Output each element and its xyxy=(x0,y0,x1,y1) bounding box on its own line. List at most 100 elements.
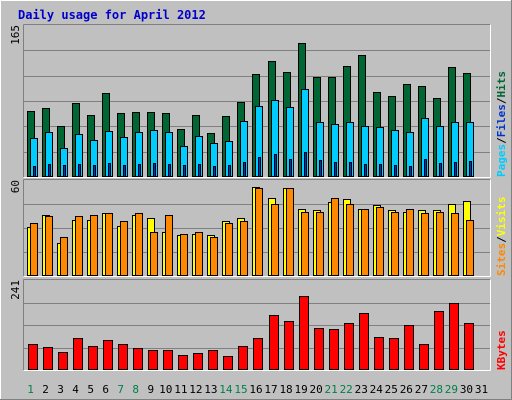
panel-legend: Sites/Visits xyxy=(495,197,508,277)
bar-pages-day-30 xyxy=(469,161,472,177)
panel-legend: Pages/Files/Hits xyxy=(495,71,508,177)
x-tick-label-day-18: 18 xyxy=(279,383,292,396)
panel-legend: KBytes xyxy=(495,330,508,370)
bar-sites-day-20 xyxy=(316,212,324,276)
bar-kbytes-day-5 xyxy=(88,346,98,370)
bar-kbytes-day-12 xyxy=(193,353,203,370)
x-tick-label-day-4: 4 xyxy=(72,383,79,396)
series-sites xyxy=(30,188,474,276)
bar-sites-day-30 xyxy=(466,220,474,276)
legend-pages: Pages xyxy=(495,144,508,177)
bar-sites-day-14 xyxy=(225,223,233,276)
bar-pages-day-22 xyxy=(349,162,352,177)
bar-pages-day-24 xyxy=(379,164,382,177)
bar-kbytes-day-19 xyxy=(299,296,309,370)
x-tick-label-day-21: 21 xyxy=(325,383,338,396)
bar-pages-day-3 xyxy=(63,165,66,177)
bar-kbytes-day-8 xyxy=(133,348,143,370)
bar-kbytes-day-16 xyxy=(253,338,263,370)
bar-pages-day-25 xyxy=(394,165,397,177)
x-tick-label-day-12: 12 xyxy=(189,383,202,396)
x-tick-label-day-30: 30 xyxy=(460,383,473,396)
bar-sites-day-2 xyxy=(45,216,53,276)
x-tick-label-day-3: 3 xyxy=(57,383,64,396)
x-tick-label-day-27: 27 xyxy=(415,383,428,396)
x-tick-label-day-24: 24 xyxy=(370,383,384,396)
bar-sites-day-7 xyxy=(120,221,128,276)
bar-sites-day-17 xyxy=(271,204,279,276)
bar-kbytes-day-15 xyxy=(238,346,248,370)
bar-sites-day-19 xyxy=(301,212,309,276)
legend-hits: Hits xyxy=(495,71,508,98)
bar-sites-day-1 xyxy=(30,223,38,276)
bar-sites-day-26 xyxy=(406,209,414,276)
bar-kbytes-day-9 xyxy=(148,350,158,370)
bar-kbytes-day-21 xyxy=(329,329,339,370)
bar-pages-day-13 xyxy=(213,166,216,177)
hits-panel: 165 Pages/Files/Hits xyxy=(9,24,508,178)
bar-pages-day-23 xyxy=(364,164,367,177)
bar-pages-day-29 xyxy=(454,162,457,177)
bar-sites-day-24 xyxy=(376,207,384,276)
x-tick-label-day-10: 10 xyxy=(159,383,172,396)
legend-visits: Visits xyxy=(495,197,508,237)
bar-sites-day-23 xyxy=(361,209,369,276)
x-tick-label-day-22: 22 xyxy=(340,383,353,396)
x-tick-label-day-20: 20 xyxy=(310,383,323,396)
y-axis-max-label: 241 xyxy=(9,280,22,300)
bar-kbytes-day-30 xyxy=(464,323,474,370)
bar-kbytes-day-23 xyxy=(359,313,369,370)
x-tick-label-day-31: 31 xyxy=(475,383,488,396)
x-tick-label-day-1: 1 xyxy=(27,383,34,396)
bar-sites-day-13 xyxy=(210,237,218,276)
bar-kbytes-day-27 xyxy=(419,344,429,370)
bar-kbytes-day-13 xyxy=(208,350,218,370)
bar-kbytes-day-1 xyxy=(28,344,38,370)
bar-pages-day-2 xyxy=(48,164,51,177)
chart-panels: 165Pages/Files/Hits60Sites/Visits241KByt… xyxy=(9,24,508,371)
x-tick-label-day-2: 2 xyxy=(42,383,49,396)
legend-separator: / xyxy=(495,97,508,104)
bar-kbytes-day-2 xyxy=(43,347,53,370)
bar-pages-day-7 xyxy=(123,165,126,177)
legend-sites: Sites xyxy=(495,243,508,276)
bar-pages-day-1 xyxy=(33,166,36,177)
bar-kbytes-day-10 xyxy=(163,350,173,370)
bar-pages-day-12 xyxy=(198,164,201,177)
y-axis-max-label: 165 xyxy=(9,25,22,45)
x-tick-label-day-25: 25 xyxy=(385,383,398,396)
x-tick-label-day-19: 19 xyxy=(294,383,307,396)
bar-sites-day-8 xyxy=(135,213,143,276)
bar-pages-day-16 xyxy=(258,157,261,177)
bar-sites-day-6 xyxy=(105,213,113,276)
x-tick-label-day-7: 7 xyxy=(117,383,124,396)
bar-sites-day-5 xyxy=(90,215,98,276)
bar-kbytes-day-4 xyxy=(73,338,83,370)
bar-pages-day-26 xyxy=(409,166,412,177)
x-tick-label-day-5: 5 xyxy=(87,383,94,396)
legend-separator: / xyxy=(495,137,508,144)
x-tick-label-day-29: 29 xyxy=(445,383,458,396)
bar-kbytes-day-29 xyxy=(449,303,459,370)
bar-pages-day-8 xyxy=(138,164,141,177)
series-files xyxy=(30,89,474,177)
bar-pages-day-19 xyxy=(304,152,307,177)
bar-kbytes-day-7 xyxy=(118,344,128,370)
x-tick-label-day-6: 6 xyxy=(102,383,109,396)
bar-sites-day-22 xyxy=(346,204,354,276)
bar-pages-day-10 xyxy=(168,164,171,177)
legend-kbytes: KBytes xyxy=(495,330,508,370)
bar-sites-day-18 xyxy=(286,188,294,276)
x-tick-label-day-14: 14 xyxy=(219,383,233,396)
x-tick-label-day-16: 16 xyxy=(249,383,262,396)
y-axis-max-label: 60 xyxy=(9,180,22,193)
bar-sites-day-28 xyxy=(436,212,444,276)
bar-pages-day-20 xyxy=(319,160,322,177)
x-tick-label-day-11: 11 xyxy=(174,383,187,396)
bar-pages-day-11 xyxy=(183,165,186,177)
x-tick-label-day-8: 8 xyxy=(132,383,139,396)
x-tick-label-day-26: 26 xyxy=(400,383,413,396)
bar-sites-day-27 xyxy=(421,213,429,276)
